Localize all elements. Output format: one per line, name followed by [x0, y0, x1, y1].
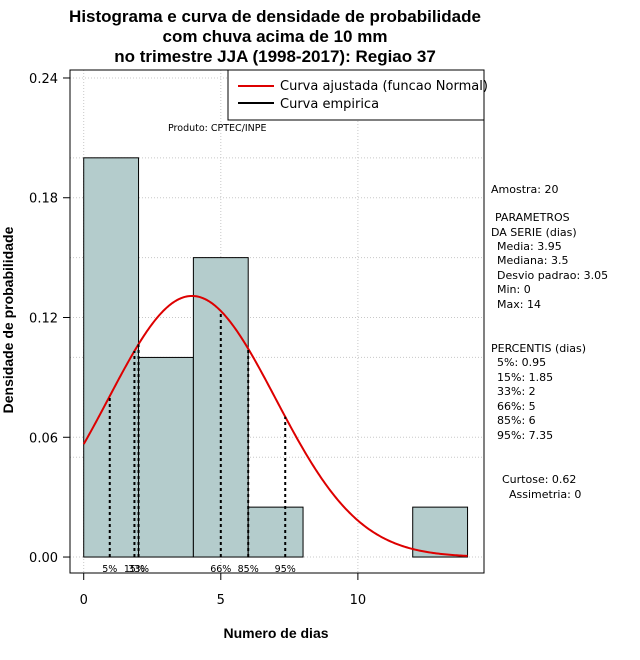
percentile-label-15: 15% [124, 564, 145, 575]
x-tick-label-0: 0 [80, 593, 88, 608]
legend-label-empirical: Curva empirica [280, 97, 379, 112]
param-min: Min: 0 [497, 283, 531, 296]
normal-curve [82, 294, 468, 557]
sample-size: Amostra: 20 [491, 183, 558, 196]
histogram-bar-6 [412, 506, 469, 558]
histogram-bar-3 [247, 506, 304, 558]
product-annotation: Produto: CPTEC/INPE [168, 123, 267, 134]
percentil-66: 66%: 5 [497, 400, 536, 413]
assimetria: Assimetria: 0 [509, 488, 581, 501]
chart-title-line-3: no trimestre JJA (1998-2017): Regiao 37 [114, 47, 436, 66]
param-median: Mediana: 3.5 [497, 254, 568, 267]
params-title-1: PARAMETROS [495, 211, 570, 224]
legend-label-fitted: Curva ajustada (funcao Normal) [280, 79, 488, 94]
y-tick-label-1: 0.06 [29, 431, 58, 446]
side-panel: Amostra: 20 PARAMETROS DA SERIE (dias) M… [491, 183, 608, 501]
x-axis-label: Numero de dias [223, 625, 328, 641]
param-max: Max: 14 [497, 298, 541, 311]
percentil-33: 33%: 2 [497, 385, 536, 398]
y-tick-label-2: 0.12 [29, 312, 58, 327]
percentile-label-33: 33% [128, 564, 149, 575]
y-tick-label-3: 0.18 [29, 192, 58, 207]
x-tick-label-10: 10 [350, 593, 367, 608]
y-tick-label-0: 0.00 [29, 551, 58, 566]
legend-box [227, 69, 485, 121]
chart-title-line-1: Histograma e curva de densidade de proba… [69, 7, 481, 26]
param-mean: Media: 3.95 [497, 240, 562, 253]
curtose: Curtose: 0.62 [502, 473, 576, 486]
percentile-label-66: 66% [210, 564, 231, 575]
legend: Curva ajustada (funcao Normal) Curva emp… [227, 69, 488, 121]
percentil-85: 85%: 6 [497, 414, 536, 427]
y-tick-label-4: 0.24 [29, 72, 58, 87]
percentile-markers: 5% 15%33% 66% 85% 95% [102, 310, 296, 575]
histogram-bar-1 [138, 356, 194, 558]
percentile-label-85: 85% [238, 564, 259, 575]
percentile-label-5: 5% [102, 564, 117, 575]
params-title-2: DA SERIE (dias) [491, 226, 577, 239]
x-tick-label-5: 5 [217, 593, 225, 608]
percentil-95: 95%: 7.35 [497, 429, 553, 442]
percentile-label-95: 95% [275, 564, 296, 575]
percentis-title: PERCENTIS (dias) [491, 342, 586, 355]
normal-curve-layer [82, 294, 468, 557]
percentil-5: 5%: 0.95 [497, 356, 546, 369]
y-axis-label: Densidade de probabilidade [0, 226, 16, 413]
percentil-15: 15%: 1.85 [497, 371, 553, 384]
param-stddev: Desvio padrao: 3.05 [497, 269, 608, 282]
chart-title-line-2: com chuva acima de 10 mm [163, 27, 388, 46]
